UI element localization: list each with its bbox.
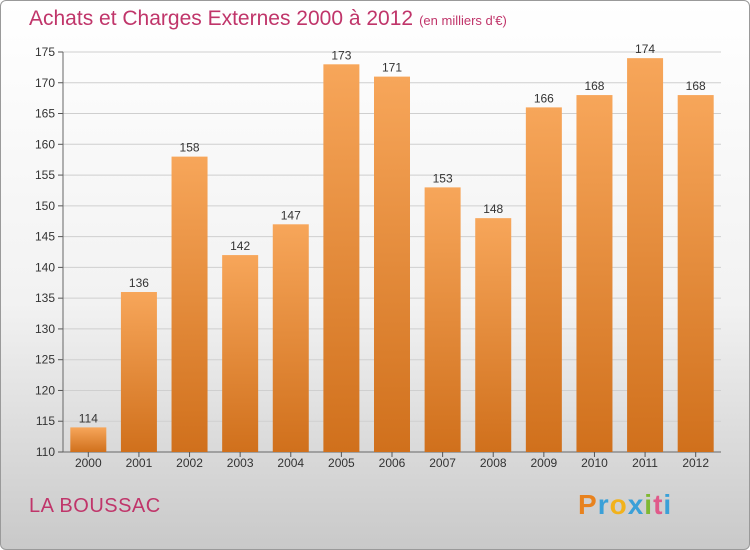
bar <box>627 58 664 453</box>
bar <box>120 292 157 452</box>
x-tick-label: 2004 <box>277 456 304 470</box>
x-tick-label: 2005 <box>328 456 355 470</box>
bar <box>222 255 259 452</box>
y-tick-label: 140 <box>35 260 55 274</box>
y-tick-label: 155 <box>35 168 55 182</box>
logo-letter: o <box>609 489 628 520</box>
value-label: 148 <box>483 202 503 216</box>
bar <box>576 95 613 453</box>
bar <box>70 427 107 452</box>
value-label: 153 <box>433 171 453 185</box>
value-label: 168 <box>686 79 706 93</box>
chart-title: Achats et Charges Externes 2000 à 2012 (e… <box>29 7 507 31</box>
value-label: 171 <box>382 61 402 75</box>
value-label: 168 <box>584 79 604 93</box>
y-tick-label: 110 <box>36 445 55 459</box>
value-label: 166 <box>534 91 554 105</box>
value-label: 173 <box>331 48 351 62</box>
x-tick-label: 2011 <box>632 456 658 470</box>
logo-letter: x <box>627 489 645 520</box>
y-tick-label: 130 <box>35 322 55 336</box>
bar <box>272 224 309 452</box>
value-label: 136 <box>129 276 149 290</box>
proxiti-logo: Proxiti <box>578 489 672 521</box>
y-tick-label: 135 <box>35 291 55 305</box>
value-label: 142 <box>230 239 250 253</box>
x-tick-label: 2012 <box>682 456 709 470</box>
bars <box>70 58 714 453</box>
bar <box>677 95 714 453</box>
bar <box>171 156 208 452</box>
commune-name: LA BOUSSAC <box>29 495 161 517</box>
bar <box>323 64 360 453</box>
x-tick-label: 2007 <box>429 456 456 470</box>
value-label: 114 <box>79 411 98 425</box>
logo-letter: P <box>578 489 598 520</box>
bar <box>424 187 461 452</box>
x-tick-label: 2008 <box>480 456 507 470</box>
logo-letter: r <box>597 489 610 520</box>
x-tick-label: 2006 <box>379 456 406 470</box>
y-tick-label: 145 <box>35 230 55 244</box>
y-tick-label: 160 <box>35 137 55 151</box>
x-tick-label: 2009 <box>530 456 557 470</box>
value-labels: 114 136 158 142 147 173 171 153 148 166 168 174 168 <box>79 42 706 425</box>
bar <box>374 76 410 452</box>
y-tick-label: 175 <box>35 45 55 59</box>
x-tick-label: 2003 <box>227 456 254 470</box>
x-tick-label: 2002 <box>176 456 203 470</box>
logo-letter: i <box>663 489 673 520</box>
bar <box>475 218 512 452</box>
x-tick-label: 2000 <box>75 456 102 470</box>
x-tick-label: 2010 <box>581 456 608 470</box>
chart-title-text: Achats et Charges Externes 2000 à 2012 <box>29 7 414 30</box>
y-tick-label: 115 <box>36 414 55 428</box>
value-label: 158 <box>180 141 200 155</box>
value-label: 147 <box>281 208 301 222</box>
value-label: 174 <box>635 42 655 56</box>
chart-unit: (en milliers d'€) <box>419 13 507 28</box>
logo-letter: i <box>644 489 654 520</box>
y-tick-label: 150 <box>35 199 55 213</box>
y-tick-label: 120 <box>35 383 55 397</box>
y-tick-label: 165 <box>35 107 55 121</box>
y-tick-label: 170 <box>35 76 55 90</box>
x-tick-label: 2001 <box>126 456 153 470</box>
logo-letter: t <box>653 489 664 520</box>
y-tick-label: 125 <box>35 353 55 367</box>
bar <box>525 107 562 452</box>
